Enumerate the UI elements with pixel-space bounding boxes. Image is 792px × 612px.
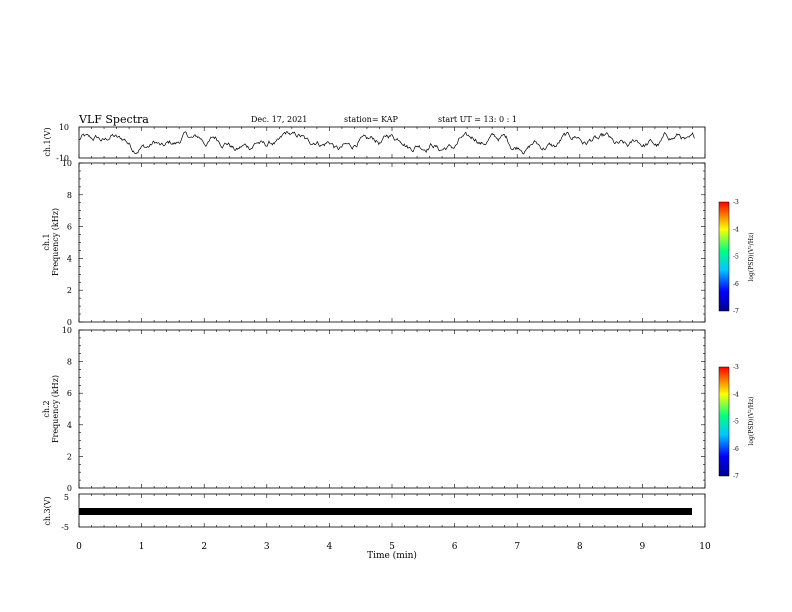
start-time-label: start UT = 13: 0 : 1 xyxy=(438,115,517,124)
ch1-time-ticks xyxy=(78,127,706,158)
ch1-waveform-line xyxy=(79,131,695,155)
figure-title: VLF Spectra xyxy=(78,113,149,126)
station-label: station= KAP xyxy=(344,115,399,124)
ch1-ytick-top: 10 xyxy=(59,123,69,132)
ch1-waveform-panel: 10 -10 ch.1(V) xyxy=(43,123,706,163)
date-label: Dec. 17, 2021 xyxy=(251,115,307,124)
ch1-spectrogram-panel: 10 8 6 4 2 0 ch.1 Frequency (kHz) xyxy=(42,159,706,327)
ch1-panel-frame xyxy=(78,126,706,159)
ch1-ylabel: ch.1(V) xyxy=(43,127,52,156)
ch1-ytick-bottom: -10 xyxy=(56,154,69,163)
